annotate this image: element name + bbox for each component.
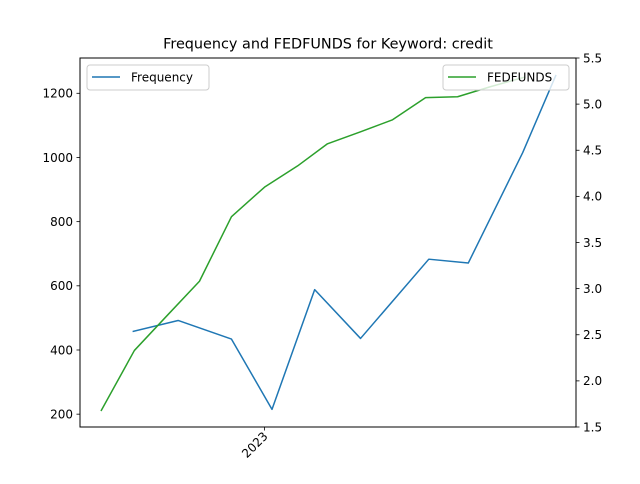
right-y-tick-label: 3.5 (583, 236, 602, 250)
series-line-frequency (132, 74, 557, 411)
legend-fedfunds-label: FEDFUNDS (487, 71, 552, 85)
right-y-tick-label: 4.0 (583, 190, 602, 204)
legend-fedfunds-box (442, 64, 570, 91)
legend-fedfunds: FEDFUNDS (442, 64, 570, 91)
right-y-tick-label: 2.5 (583, 328, 602, 342)
series-layer (100, 74, 557, 412)
legend-frequency: Frequency (86, 64, 210, 91)
series-line-fedfunds (100, 76, 525, 412)
left-y-tick-label: 200 (50, 407, 73, 421)
right-y-tick-label: 2.0 (583, 374, 602, 388)
left-y-tick-label: 800 (50, 215, 73, 229)
chart-title: Frequency and FEDFUNDS for Keyword: cred… (163, 37, 493, 53)
left-y-tick-label: 1000 (42, 151, 73, 165)
right-y-tick-label: 5.5 (583, 51, 602, 65)
left-y-tick-label: 1200 (42, 87, 73, 101)
right-y-axis: 1.5 2.0 2.5 3.0 3.5 4.0 4.5 5.0 5.5 (576, 51, 602, 434)
left-y-axis: 200 400 600 800 1000 1200 (42, 87, 80, 421)
right-y-tick-label: 3.0 (583, 282, 602, 296)
legend-frequency-box (86, 64, 210, 91)
right-y-tick-label: 1.5 (583, 420, 602, 434)
right-y-tick-label: 5.0 (583, 97, 602, 111)
legend-frequency-label: Frequency (131, 71, 193, 85)
left-y-tick-label: 400 (50, 343, 73, 357)
right-y-tick-label: 4.5 (583, 144, 602, 158)
left-y-tick-label: 600 (50, 279, 73, 293)
